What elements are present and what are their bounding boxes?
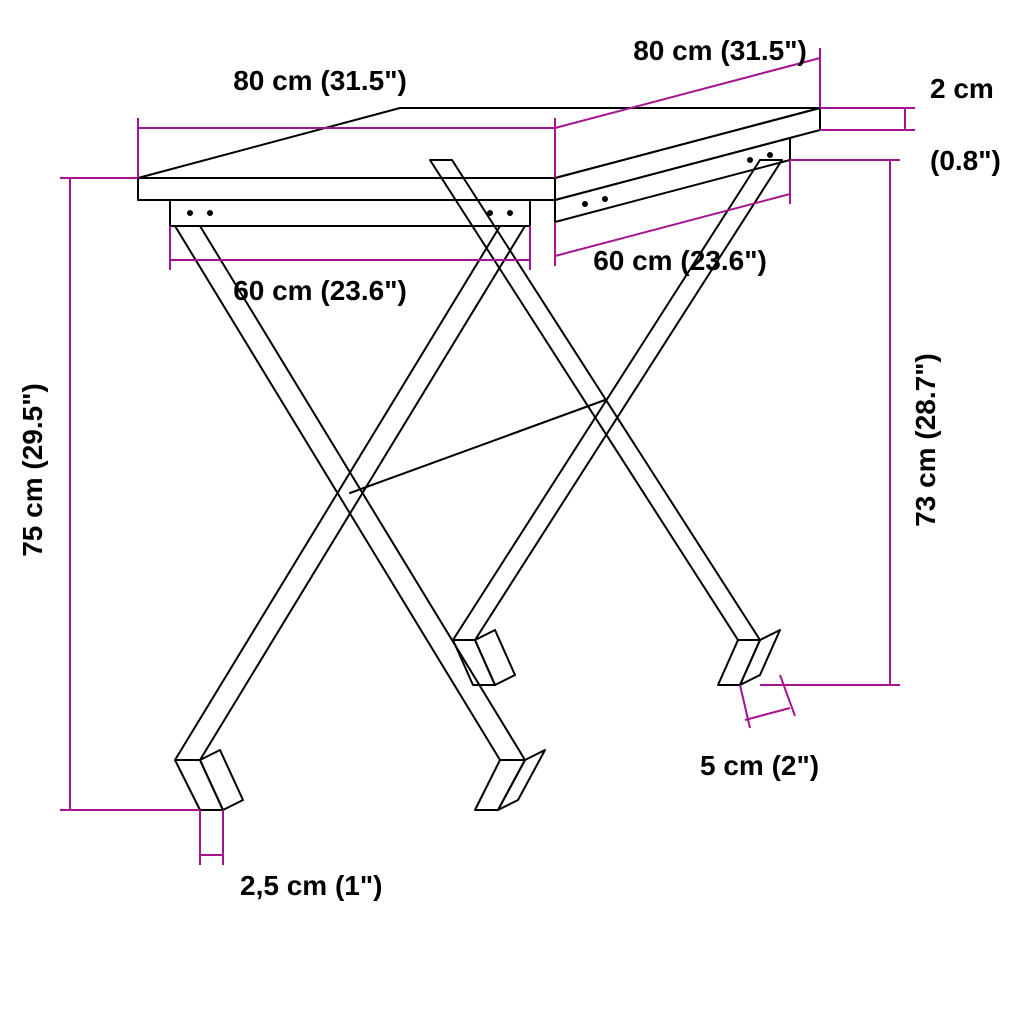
dim-height-under-cm: 73 cm [910,447,941,526]
dim-top-width-in: (31.5") [320,65,406,96]
dimension-diagram: 80 cm (31.5") 80 cm (31.5") 2 cm (0.8") … [0,0,1024,1024]
dim-height-total-cm: 75 cm [17,477,48,556]
dim-height-total-in: (29.5") [17,383,48,469]
svg-text:60 cm (23.6"): 60 cm (23.6") [233,275,407,306]
dim-leg-depth-cm: 5 cm [700,750,764,781]
dim-leg-width-cm: 2,5 cm [240,870,327,901]
dim-frame-width-cm: 60 cm [233,275,312,306]
dim-frame-depth-in: (23.6") [680,245,766,276]
dim-top-width-cm: 80 cm [233,65,312,96]
dim-top-depth-cm: 80 cm [633,35,712,66]
dim-thickness-in: (0.8") [930,145,1001,176]
dim-frame-width-in: (23.6") [320,275,406,306]
svg-text:5 cm (2"): 5 cm (2") [700,750,819,781]
dim-height-under-in: (28.7") [910,353,941,439]
dim-top-depth-in: (31.5") [720,35,806,66]
dim-thickness-cm: 2 cm [930,73,994,104]
svg-text:73 cm (28.7"): 73 cm (28.7") [910,353,941,527]
dim-leg-width-in: (1") [335,870,383,901]
dim-frame-depth-cm: 60 cm [593,245,672,276]
svg-text:2,5 cm (1"): 2,5 cm (1") [240,870,382,901]
dim-leg-depth-in: (2") [772,750,820,781]
svg-text:80 cm (31.5"): 80 cm (31.5") [633,35,807,66]
svg-text:80 cm (31.5"): 80 cm (31.5") [233,65,407,96]
svg-text:75 cm (29.5"): 75 cm (29.5") [17,383,48,557]
dimension-labels: 80 cm (31.5") 80 cm (31.5") 2 cm (0.8") … [17,35,1001,901]
svg-text:60 cm (23.6"): 60 cm (23.6") [593,245,767,276]
dimensions [60,48,915,865]
